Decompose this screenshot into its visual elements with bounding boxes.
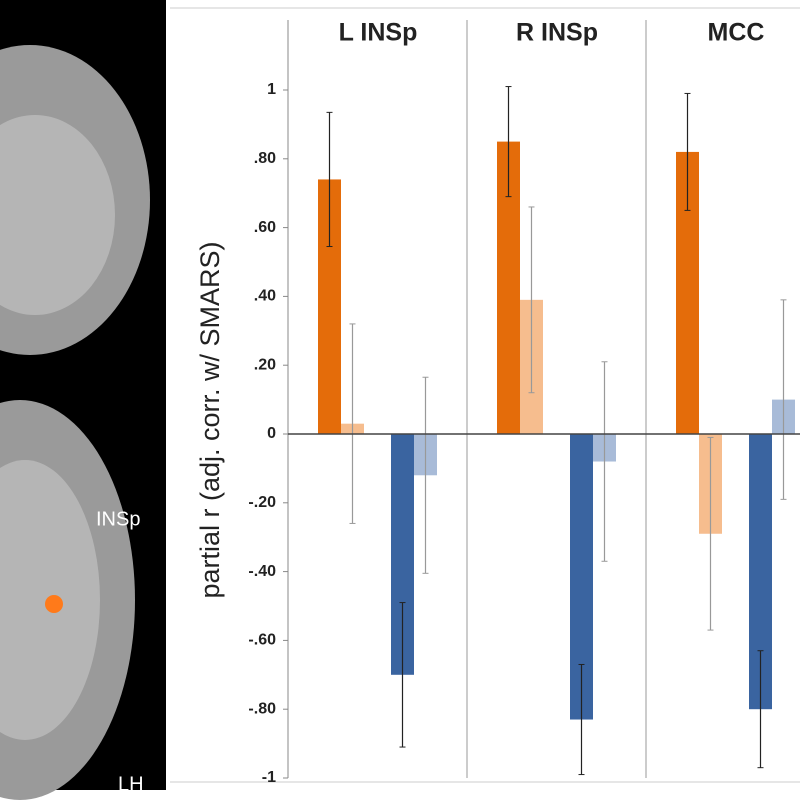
y-tick-label: -1 [262,769,276,786]
y-tick-label: -.40 [248,563,276,580]
y-tick-label: -.20 [248,494,276,511]
bar [318,179,341,434]
bar [676,151,699,435]
y-tick-label: -.60 [248,632,276,649]
panel-title: R INSp [516,19,598,47]
bar [749,434,772,710]
brain-annotation: INSp [96,508,140,530]
panel-title: L INSp [339,19,418,47]
y-tick-label: .20 [254,356,276,373]
panel-title: MCC [708,19,765,47]
brain-detail [0,115,115,315]
y-tick-label: 0 [267,425,276,442]
y-tick-label: .60 [254,219,276,236]
y-axis-label: partial r (adj. corr. w/ SMARS) [195,241,225,598]
y-tick-label: 1 [267,81,276,98]
bar [570,434,593,720]
y-tick-label: .80 [254,150,276,167]
y-tick-label: .40 [254,288,276,305]
bar [391,434,414,675]
bar [497,141,520,434]
brain-annotation: LH [118,773,144,795]
brain-panel: INSp LH [0,0,166,800]
activation-blob [45,595,63,613]
y-tick-label: -.80 [248,700,276,717]
